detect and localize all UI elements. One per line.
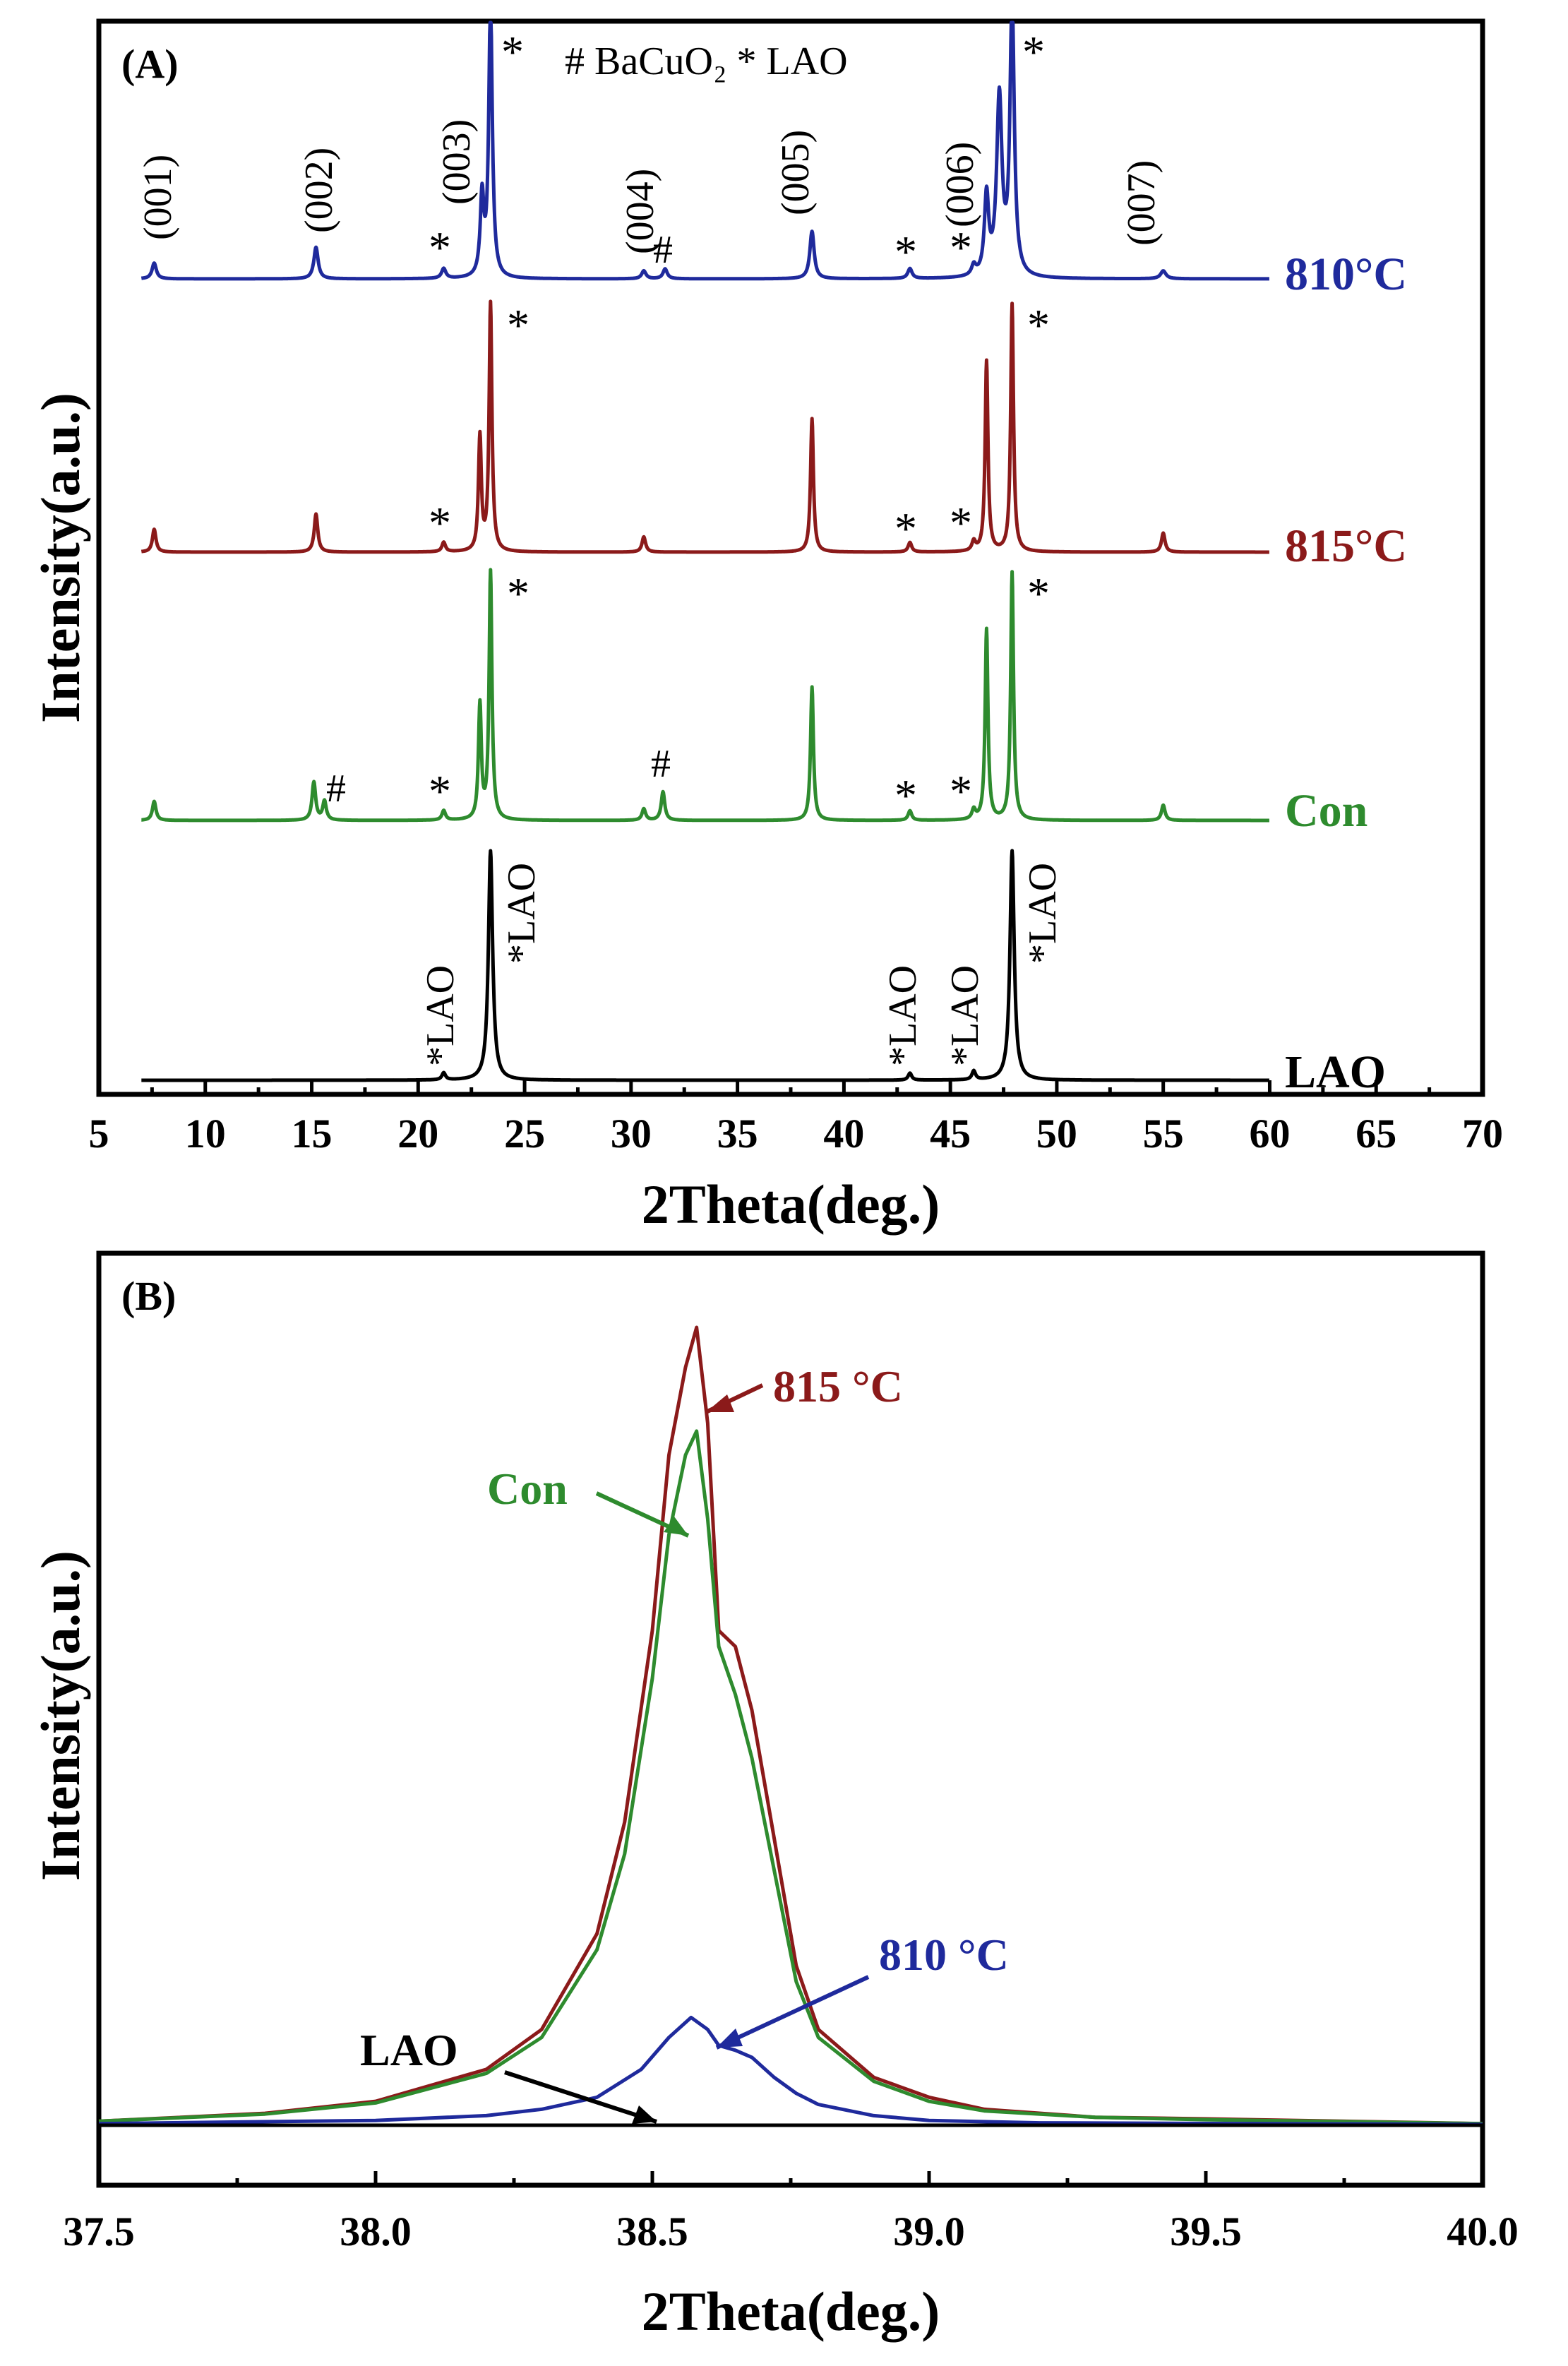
x-tick-label: 15 [292, 1111, 333, 1157]
panel-b-traces [98, 1325, 1483, 2127]
lao-label-23: *LAO [500, 863, 544, 964]
series-line-con [140, 568, 1271, 823]
peak-label-002: (002) [297, 148, 341, 233]
x-tick-label: 20 [397, 1111, 438, 1157]
panel-a-traces [140, 20, 1271, 1082]
x-tick-label: 55 [1143, 1111, 1184, 1157]
panel-b-x-axis-label: 2Theta(deg.) [642, 2281, 940, 2342]
panel-a-x-axis-label: 2Theta(deg.) [642, 1173, 940, 1235]
peak-label-001: (001) [136, 155, 180, 240]
callout-lao: LAO [360, 2025, 657, 2124]
x-tick-label: 37.5 [63, 2209, 135, 2254]
star-810-48: * [1022, 27, 1045, 77]
star-con-23: * [507, 568, 529, 619]
lao-label-46: *LAO [943, 965, 987, 1066]
peak-label-006: (006) [938, 142, 982, 227]
star-con-48: * [1027, 568, 1050, 619]
panel-b-label: (B) [121, 1273, 176, 1319]
star-con-43: * [894, 770, 917, 820]
label-815c: 815°C [1285, 520, 1407, 572]
series-line-b-815c [98, 1325, 1483, 2126]
x-tick-label: 45 [930, 1111, 971, 1157]
peak-label-005: (005) [774, 130, 818, 215]
panel-a-y-axis-label: Intensity(a.u.) [30, 393, 91, 723]
label-810c: 810°C [1285, 249, 1407, 300]
x-tick-label: 38.5 [616, 2209, 688, 2254]
panel-a-legend: # BaCuO₂ * LAO [565, 40, 848, 83]
x-tick-label: 25 [504, 1111, 545, 1157]
star-810-21: * [429, 222, 451, 273]
label-con: Con [1285, 785, 1367, 837]
callout-lao-arrowhead [632, 2105, 657, 2124]
x-tick-label: 60 [1249, 1111, 1290, 1157]
x-tick-label: 40 [823, 1111, 864, 1157]
x-tick-label: 10 [185, 1111, 226, 1157]
x-tick-label: 38.0 [340, 2209, 412, 2254]
callout-con: Con [487, 1464, 690, 1538]
callout-815c-label: 815 °C [773, 1361, 903, 1411]
lao-label-43: *LAO [881, 965, 925, 1066]
lao-label-21: *LAO [419, 965, 462, 1066]
callout-810c-arrowhead [717, 2029, 743, 2048]
x-tick-label: 70 [1462, 1111, 1503, 1157]
callout-lao-label: LAO [360, 2025, 458, 2075]
x-tick-label: 65 [1355, 1111, 1396, 1157]
peak-label-007: (007) [1120, 160, 1163, 246]
series-line-810c [140, 20, 1271, 281]
lao-label-48: *LAO [1021, 863, 1065, 964]
star-815-46: * [950, 498, 972, 548]
callout-815c: 815 °C [705, 1361, 903, 1414]
panel-b-x-ticks: 37.5 38.0 38.5 39.0 39.5 40.0 [63, 2171, 1519, 2254]
hash-810-31: # [653, 228, 673, 272]
x-tick-label: 39.5 [1170, 2209, 1242, 2254]
series-line-lao [140, 849, 1271, 1082]
x-tick-label: 50 [1036, 1111, 1077, 1157]
panel-a-x-ticks: 5 10 15 20 25 30 35 40 45 50 55 60 65 70 [89, 1080, 1503, 1157]
hash-con-15: # [326, 767, 346, 811]
panel-b-y-axis-label: Intensity(a.u.) [30, 1551, 91, 1881]
x-tick-label: 5 [89, 1111, 109, 1157]
x-tick-label: 39.0 [893, 2209, 965, 2254]
peak-label-003: (003) [435, 119, 479, 205]
label-lao: LAO [1285, 1046, 1386, 1098]
x-tick-label: 40.0 [1447, 2209, 1519, 2254]
series-line-815c [140, 299, 1271, 554]
x-tick-label: 30 [611, 1111, 652, 1157]
series-line-b-con [98, 1429, 1483, 2126]
hash-con-31: # [651, 742, 671, 786]
star-815-21: * [429, 498, 451, 548]
panel-a-label: (A) [121, 41, 179, 87]
callout-810c-label: 810 °C [879, 1930, 1009, 1980]
callout-815c-arrowhead [706, 1394, 734, 1412]
x-tick-label: 35 [717, 1111, 758, 1157]
panel-b: (B) 37.5 38.0 38.5 39.0 39.5 40.0 2Theta(deg.… [30, 1250, 1519, 2342]
callout-810c-arrow [715, 1975, 870, 2050]
star-810-46: * [950, 222, 972, 273]
callout-lao-arrow [504, 2070, 657, 2124]
star-con-21: * [429, 766, 451, 816]
star-815-23: * [507, 300, 529, 350]
star-810-43: * [894, 227, 917, 277]
star-815-43: * [894, 503, 917, 554]
peak-label-004: (004) [618, 169, 662, 254]
star-815-48: * [1027, 300, 1050, 350]
star-con-46: * [950, 766, 972, 816]
panel-a: (A) # BaCuO₂ * LAO 5 10 15 20 25 30 35 40 45 50 55… [30, 18, 1503, 1235]
star-810-23: * [501, 27, 524, 77]
callout-810c: 810 °C [715, 1930, 1009, 2050]
callout-con-arrowhead [664, 1517, 688, 1536]
callout-con-label: Con [487, 1464, 568, 1514]
